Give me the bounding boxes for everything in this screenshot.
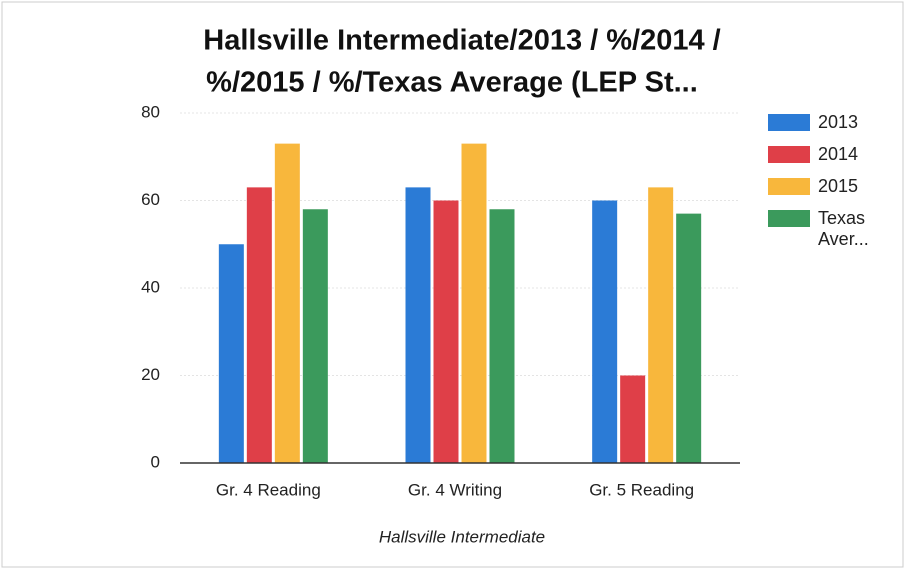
x-axis-label: Hallsville Intermediate (379, 527, 545, 546)
bar (433, 200, 459, 463)
legend-swatch (768, 210, 810, 227)
bar (489, 209, 515, 463)
legend-item: 2015 (768, 176, 898, 197)
legend-item: Texas Aver... (768, 208, 898, 250)
bar (676, 213, 702, 463)
bar (218, 244, 244, 463)
bar (302, 209, 328, 463)
bar (620, 375, 646, 463)
y-tick-label: 40 (141, 277, 160, 296)
legend-label: 2013 (818, 112, 859, 132)
legend-swatch (768, 114, 810, 131)
bar (592, 200, 618, 463)
chart-title: Hallsville Intermediate/2013 / %/2014 / (203, 25, 720, 57)
y-tick-label: 60 (141, 190, 160, 209)
bar (648, 187, 674, 463)
x-tick-label: Gr. 4 Reading (216, 480, 321, 499)
legend-label: Texas Aver... (818, 208, 869, 249)
legend-swatch (768, 146, 810, 163)
y-tick-label: 20 (141, 365, 160, 384)
legend-label: 2015 (818, 176, 859, 196)
x-tick-label: Gr. 5 Reading (589, 480, 694, 499)
legend-swatch (768, 178, 810, 195)
y-tick-label: 80 (141, 102, 160, 121)
bar (274, 143, 300, 463)
legend: 2013 2014 2015 Texas Aver... (768, 112, 898, 261)
x-tick-label: Gr. 4 Writing (408, 480, 502, 499)
bar (246, 187, 272, 463)
legend-label: 2014 (818, 144, 859, 164)
legend-item: 2013 (768, 112, 898, 133)
legend-item: 2014 (768, 144, 898, 165)
chart-title: %/2015 / %/Texas Average (LEP St... (206, 67, 698, 99)
bar (461, 143, 487, 463)
y-tick-label: 0 (151, 452, 160, 471)
bar (405, 187, 431, 463)
